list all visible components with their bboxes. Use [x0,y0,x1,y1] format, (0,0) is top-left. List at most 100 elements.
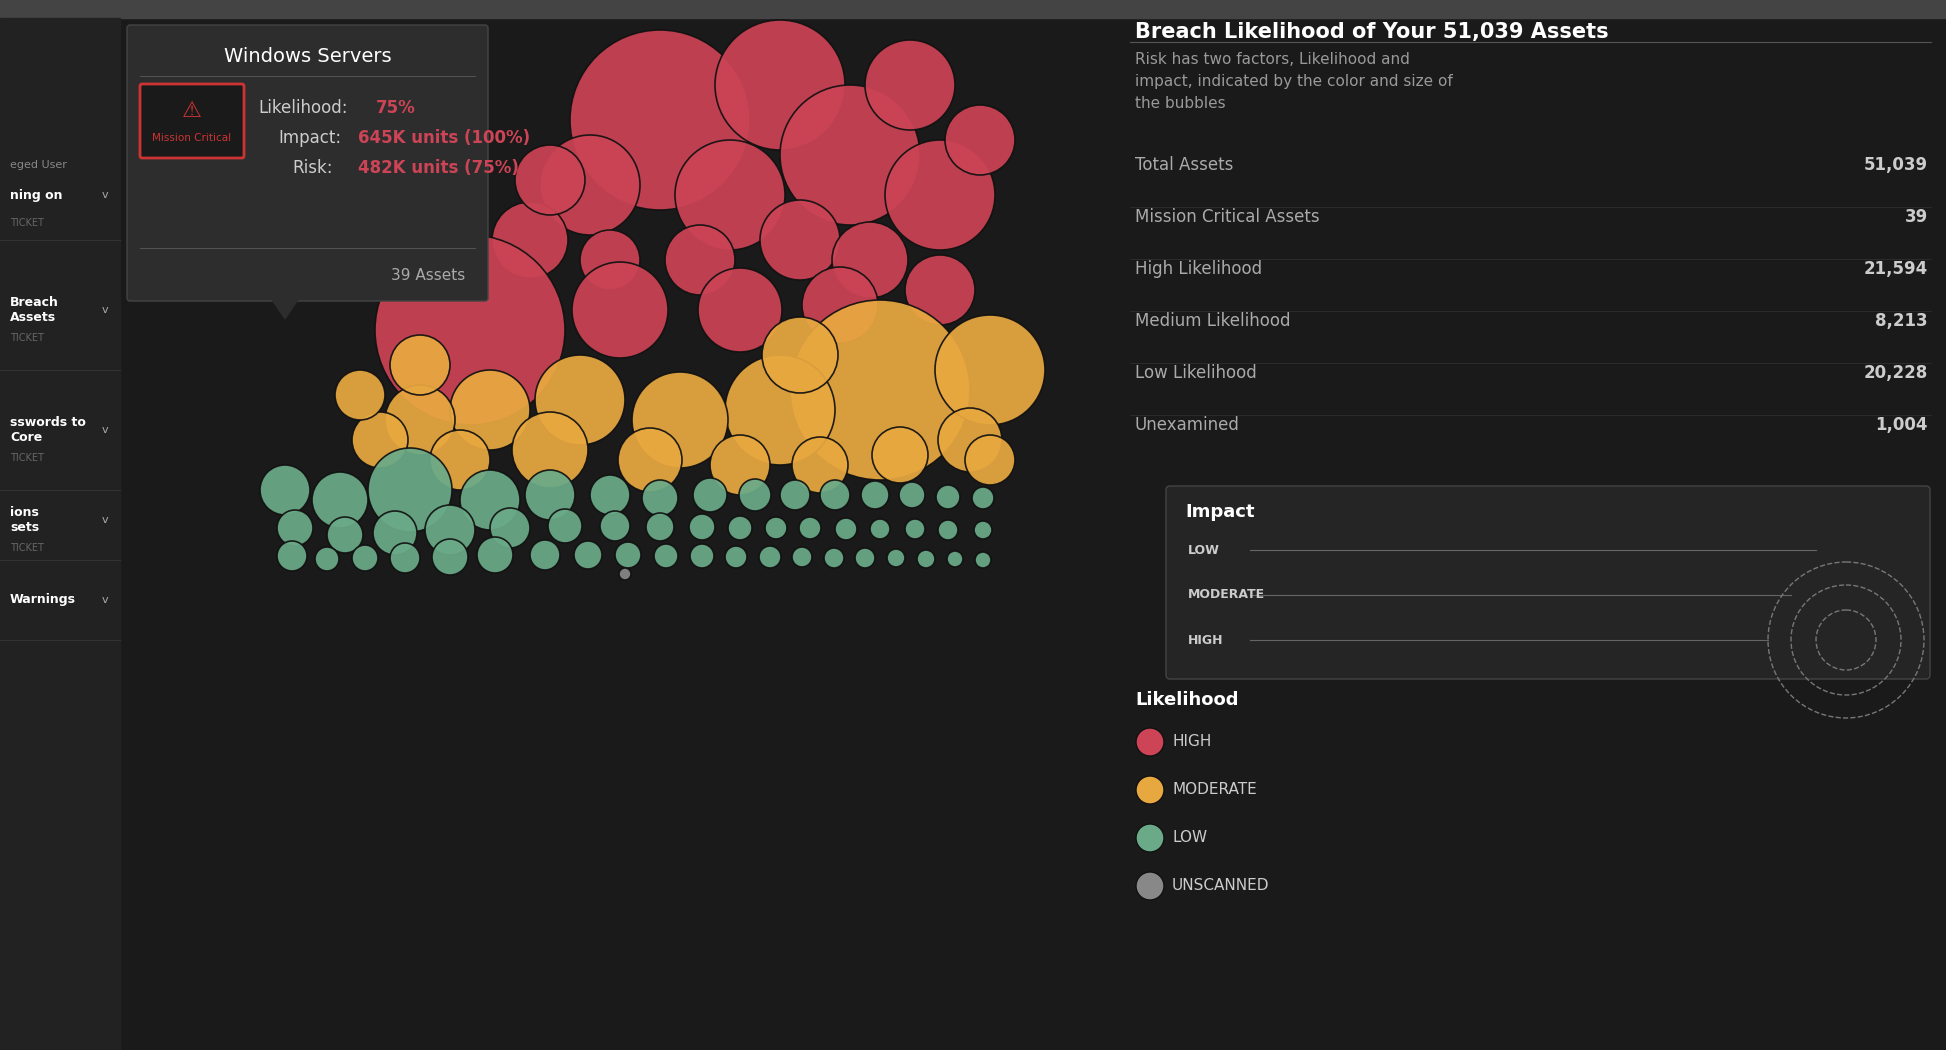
Circle shape [389,543,420,573]
Text: Low Likelihood: Low Likelihood [1135,364,1257,382]
Circle shape [780,480,810,510]
Text: v: v [101,514,109,525]
Circle shape [726,546,747,568]
Circle shape [917,550,934,568]
Circle shape [763,317,839,393]
Text: Impact: Impact [1185,503,1255,521]
Text: HIGH: HIGH [1187,633,1224,647]
Circle shape [352,412,409,468]
Circle shape [1136,824,1164,852]
Circle shape [1136,728,1164,756]
Text: ions
sets: ions sets [10,506,39,534]
Circle shape [619,428,681,492]
Text: Risk has two factors, Likelihood and
impact, indicated by the color and size of
: Risk has two factors, Likelihood and imp… [1135,52,1454,111]
Text: 20,228: 20,228 [1864,364,1928,382]
Text: Mission Critical Assets: Mission Critical Assets [1135,208,1319,226]
Text: 39 Assets: 39 Assets [391,269,465,284]
Circle shape [693,478,728,512]
Circle shape [934,315,1045,425]
Text: Warnings: Warnings [10,593,76,607]
Circle shape [374,511,416,555]
Circle shape [368,448,451,532]
Text: TICKET: TICKET [10,333,45,343]
Circle shape [689,514,714,540]
Text: Likelihood:: Likelihood: [259,99,348,117]
Circle shape [691,544,714,568]
Circle shape [675,140,784,250]
Text: LOW: LOW [1187,544,1220,556]
Circle shape [870,519,889,539]
Circle shape [490,508,529,548]
Circle shape [885,140,994,250]
Polygon shape [270,298,300,320]
Circle shape [819,480,850,510]
Text: TICKET: TICKET [10,218,45,228]
Text: Impact:: Impact: [278,129,341,147]
Circle shape [823,548,845,568]
Text: v: v [101,190,109,200]
Circle shape [529,540,560,570]
Circle shape [872,427,928,483]
Circle shape [905,255,975,326]
Circle shape [866,40,955,130]
Circle shape [654,544,677,568]
Circle shape [899,482,924,508]
Circle shape [430,430,490,490]
Circle shape [710,435,771,495]
Circle shape [311,472,368,528]
Text: 482K units (75%): 482K units (75%) [358,159,520,177]
Circle shape [666,225,736,295]
Circle shape [450,370,529,450]
Circle shape [632,372,728,468]
Circle shape [975,521,992,539]
Circle shape [790,300,969,480]
Circle shape [642,480,677,516]
Circle shape [1136,776,1164,804]
Circle shape [714,20,845,150]
Text: v: v [101,304,109,315]
Circle shape [516,145,586,215]
Circle shape [385,385,455,455]
Circle shape [938,408,1002,472]
Circle shape [352,545,378,571]
Circle shape [739,479,771,511]
Circle shape [726,355,835,465]
Text: Likelihood: Likelihood [1135,691,1238,709]
Circle shape [580,230,640,290]
Text: Mission Critical: Mission Critical [152,133,232,143]
Text: 21,594: 21,594 [1864,260,1928,278]
Circle shape [327,517,364,553]
Circle shape [860,481,889,509]
Circle shape [335,370,385,420]
Circle shape [549,509,582,543]
Text: Windows Servers: Windows Servers [224,46,391,65]
Text: Risk:: Risk: [292,159,333,177]
Text: 1,004: 1,004 [1876,416,1928,434]
Circle shape [459,470,520,530]
Text: Breach
Assets: Breach Assets [10,296,58,324]
Text: Medium Likelihood: Medium Likelihood [1135,312,1290,330]
Text: ning on: ning on [10,189,62,202]
Text: eged User: eged User [10,160,66,170]
Circle shape [376,235,564,425]
Bar [0,0,1946,18]
Circle shape [765,517,786,539]
Text: 39: 39 [1905,208,1928,226]
Circle shape [835,518,856,540]
Text: Total Assets: Total Assets [1135,156,1234,174]
Text: MODERATE: MODERATE [1187,588,1265,602]
Text: TICKET: TICKET [10,453,45,463]
Circle shape [975,552,991,568]
Text: High Likelihood: High Likelihood [1135,260,1263,278]
Text: HIGH: HIGH [1171,735,1210,750]
Text: ⚠: ⚠ [183,101,202,121]
Circle shape [699,268,782,352]
Circle shape [800,517,821,539]
FancyBboxPatch shape [1166,486,1930,679]
Text: MODERATE: MODERATE [1171,782,1257,798]
Circle shape [615,542,640,568]
Circle shape [619,568,631,580]
Circle shape [646,513,673,541]
Text: 75%: 75% [376,99,416,117]
Circle shape [512,412,588,488]
